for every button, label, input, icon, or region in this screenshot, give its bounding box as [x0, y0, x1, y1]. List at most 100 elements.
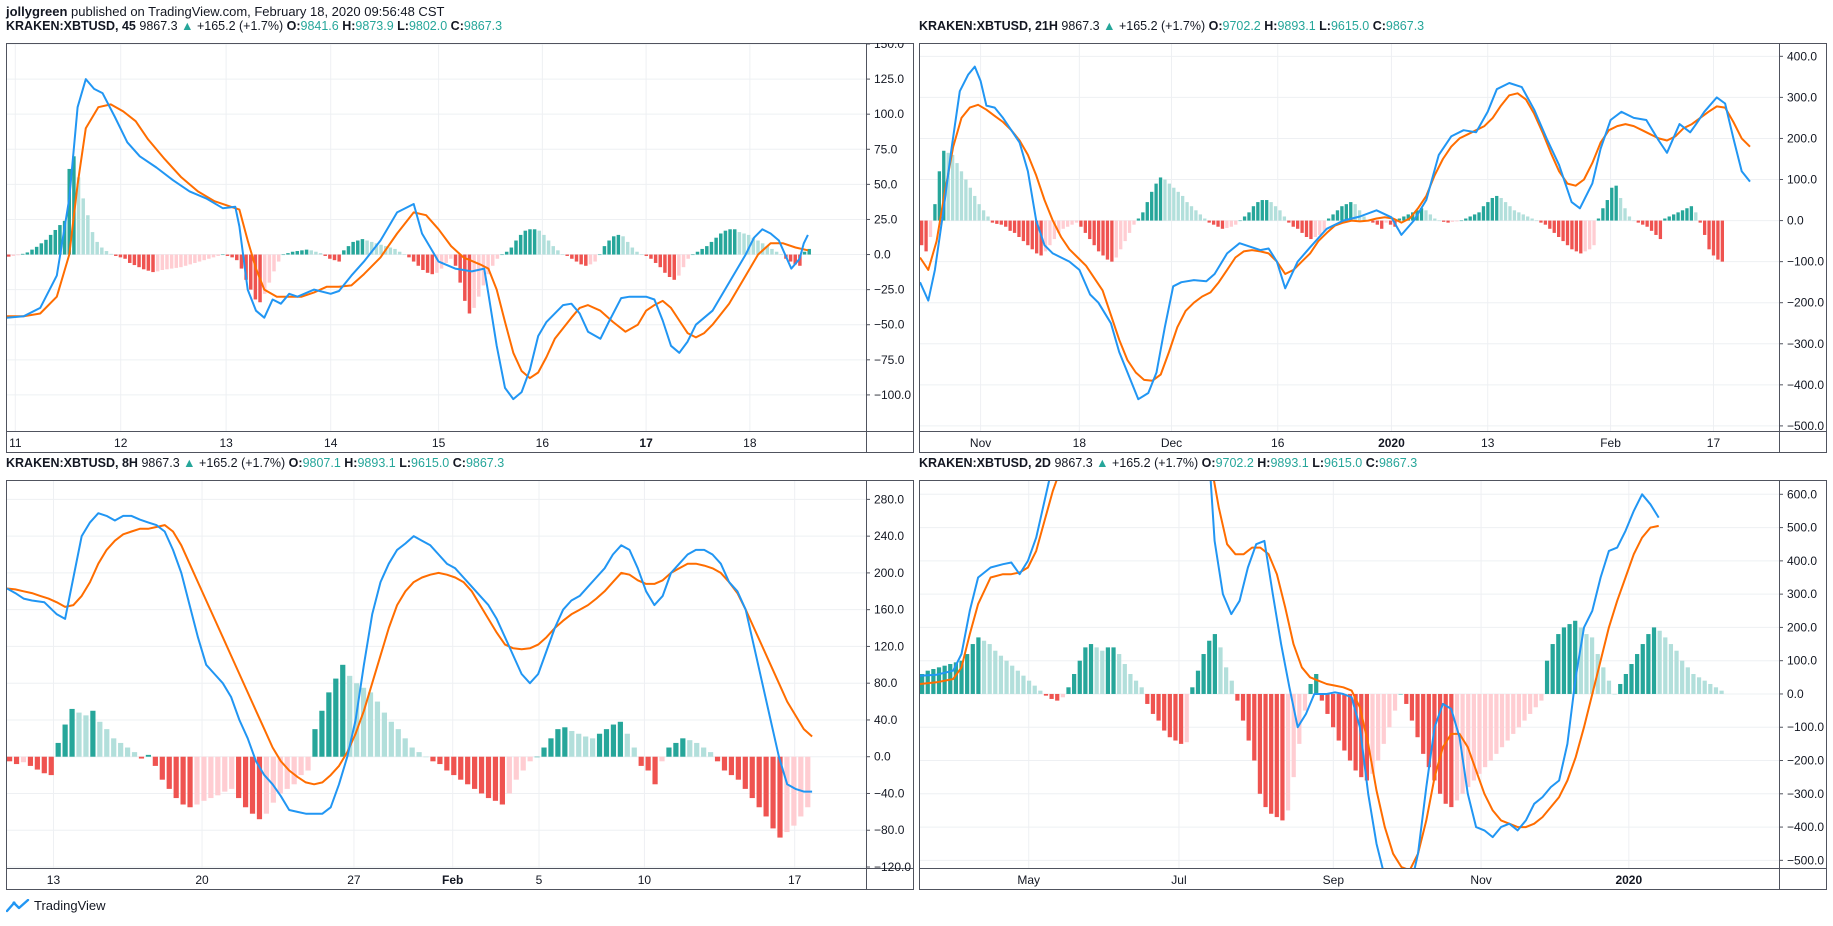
histogram-bar — [151, 254, 155, 273]
histogram-bar — [638, 756, 644, 766]
histogram-bar — [576, 733, 582, 757]
macd-chart-8h[interactable]: 280.0 240.0 200.0 160.0 120.0 80.0 40.0 0.0 −40.… — [6, 480, 914, 890]
symbol-label: KRAKEN:XBTUSD, 2D — [919, 456, 1051, 470]
open-value: 9841.6 — [300, 19, 339, 33]
histogram-bar — [791, 756, 797, 826]
macd-chart-45m[interactable]: 150.0 125.0 100.0 75.0 50.0 25.0 0.0 −25.0 −50.0… — [6, 43, 914, 453]
x-tick-label: 14 — [324, 436, 338, 450]
histogram-bar — [416, 254, 421, 266]
histogram-bar — [118, 742, 124, 757]
histogram-bar — [1344, 204, 1348, 221]
histogram-bar — [667, 254, 672, 278]
histogram-bar — [742, 756, 748, 789]
histogram-bar — [467, 254, 472, 314]
signal-line — [7, 524, 813, 786]
x-tick-label: 13 — [47, 873, 61, 887]
signal-line — [7, 103, 809, 380]
histogram-bar — [72, 156, 76, 255]
histogram-bar — [1269, 202, 1273, 221]
histogram-bar — [437, 756, 443, 765]
histogram-bar — [723, 230, 728, 255]
y-tick-label: 400.0 — [1787, 554, 1817, 568]
histogram-bar — [1314, 674, 1319, 694]
histogram-bar — [1162, 693, 1167, 731]
histogram-bar — [1336, 693, 1341, 741]
histogram-bar — [183, 254, 188, 266]
histogram-bar — [1388, 220, 1393, 225]
x-tick-label: Feb — [442, 873, 463, 887]
histogram-bar — [1530, 218, 1534, 221]
histogram-bar — [1570, 220, 1574, 250]
histogram-bar — [584, 254, 588, 266]
histogram-bar — [1347, 693, 1353, 761]
histogram-bar — [319, 710, 325, 757]
y-tick-label: 0.0 — [874, 750, 891, 764]
histogram-bar — [1251, 206, 1256, 221]
histogram-bar — [430, 756, 436, 762]
histogram-bar — [1494, 693, 1499, 754]
y-tick-label: 40.0 — [874, 713, 898, 727]
histogram-bar — [449, 254, 453, 259]
histogram-bar — [1263, 693, 1268, 808]
histogram-bar — [807, 248, 811, 255]
histogram-bar — [500, 254, 504, 256]
histogram-bar — [617, 721, 623, 757]
histogram-bar — [62, 220, 67, 255]
histogram-bar — [1141, 212, 1145, 221]
histogram-bar — [1459, 220, 1464, 222]
histogram-bar — [1077, 660, 1082, 694]
tradingview-footer[interactable]: TradingView — [6, 898, 106, 913]
histogram-bar — [1110, 220, 1114, 262]
histogram-bar — [1477, 212, 1481, 221]
histogram-bar — [145, 754, 152, 757]
x-tick-label: 5 — [536, 873, 543, 887]
macd-chart-2d[interactable]: 600.0 500.0 400.0 300.0 200.0 100.0 0.0 −100.0 −… — [919, 480, 1827, 890]
histogram-bar — [691, 254, 695, 256]
histogram-bar — [1035, 220, 1039, 254]
histogram-bar — [277, 756, 283, 794]
histogram-bar — [1573, 620, 1578, 694]
histogram-bar — [714, 237, 718, 255]
histogram-bar — [990, 220, 995, 223]
histogram-bar — [256, 756, 263, 820]
histogram-bar — [20, 756, 27, 763]
histogram-bar — [90, 232, 95, 255]
histogram-bar — [579, 254, 583, 265]
histogram-bar — [1207, 640, 1212, 694]
y-tick-label: 200.0 — [874, 566, 904, 580]
histogram-bar — [541, 747, 547, 757]
x-tick-label: 16 — [536, 436, 550, 450]
histogram-bar — [950, 154, 955, 221]
histogram-bar — [1072, 674, 1077, 694]
author-name[interactable]: jollygreen — [6, 4, 68, 19]
histogram-bar — [97, 721, 103, 757]
high-label: H: — [1257, 456, 1271, 470]
histogram-bar — [472, 756, 478, 789]
macd-chart-21h[interactable]: 400.0 300.0 200.0 100.0 0.0 −100.0 −200.0 −300.… — [919, 43, 1827, 453]
histogram-bar — [290, 251, 295, 255]
y-tick-label: 100.0 — [1787, 654, 1817, 668]
histogram-bar — [244, 254, 248, 280]
histogram-bar — [1038, 690, 1043, 694]
histogram-bar — [1672, 214, 1676, 221]
histogram-bar — [959, 171, 964, 221]
histogram-bar — [354, 683, 360, 757]
histogram-bar — [262, 254, 267, 294]
histogram-bar — [1380, 220, 1384, 229]
x-tick-label: 12 — [114, 436, 128, 450]
histogram-bar — [639, 254, 644, 256]
histogram-bar — [569, 730, 575, 757]
close-label: C: — [452, 456, 466, 470]
histogram-bar — [62, 724, 68, 757]
y-tick-label: 25.0 — [874, 212, 898, 226]
histogram-bar — [1119, 220, 1123, 250]
y-tick-label: 200.0 — [1787, 620, 1817, 634]
histogram-bar — [478, 756, 485, 794]
histogram-bar — [742, 233, 746, 255]
histogram-bar — [1623, 674, 1628, 694]
close-label: C: — [1365, 456, 1379, 470]
histogram-bar — [1229, 680, 1234, 694]
histogram-bar — [1203, 218, 1207, 221]
histogram-bar — [1287, 220, 1291, 223]
histogram-bar — [596, 733, 603, 757]
